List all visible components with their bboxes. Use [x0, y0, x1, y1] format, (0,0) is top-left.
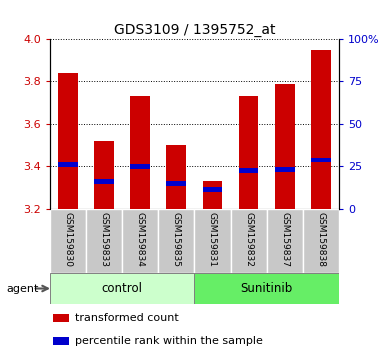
Text: GSM159834: GSM159834	[136, 212, 145, 267]
Bar	[53, 337, 69, 345]
Bar	[203, 187, 223, 192]
Text: GSM159831: GSM159831	[208, 212, 217, 267]
Bar	[203, 181, 223, 209]
Bar	[266, 209, 303, 273]
Bar	[275, 167, 295, 172]
Text: GSM159832: GSM159832	[244, 212, 253, 267]
Bar	[303, 209, 339, 273]
Title: GDS3109 / 1395752_at: GDS3109 / 1395752_at	[114, 23, 275, 36]
Bar	[239, 168, 258, 173]
Text: GSM159837: GSM159837	[280, 212, 289, 267]
Bar	[58, 73, 78, 209]
Bar	[131, 164, 150, 169]
Text: GSM159830: GSM159830	[64, 212, 73, 267]
Bar	[86, 209, 122, 273]
Text: GSM159833: GSM159833	[100, 212, 109, 267]
Bar	[239, 96, 258, 209]
Bar	[58, 162, 78, 167]
Text: transformed count: transformed count	[75, 313, 178, 323]
Bar	[50, 273, 194, 304]
Text: GSM159835: GSM159835	[172, 212, 181, 267]
Bar	[94, 179, 114, 184]
Text: GSM159838: GSM159838	[316, 212, 325, 267]
Text: agent: agent	[6, 284, 38, 293]
Text: Sunitinib: Sunitinib	[241, 282, 293, 295]
Bar	[311, 158, 331, 162]
Bar	[50, 209, 86, 273]
Bar	[194, 209, 231, 273]
Text: percentile rank within the sample: percentile rank within the sample	[75, 336, 263, 346]
Bar	[194, 273, 339, 304]
Bar	[166, 181, 186, 186]
Bar	[122, 209, 158, 273]
Bar	[94, 141, 114, 209]
Bar	[166, 145, 186, 209]
Bar	[131, 96, 150, 209]
Text: control: control	[102, 282, 143, 295]
Bar	[311, 50, 331, 209]
Bar	[231, 209, 266, 273]
Bar	[275, 84, 295, 209]
Bar	[158, 209, 194, 273]
Bar	[53, 314, 69, 322]
